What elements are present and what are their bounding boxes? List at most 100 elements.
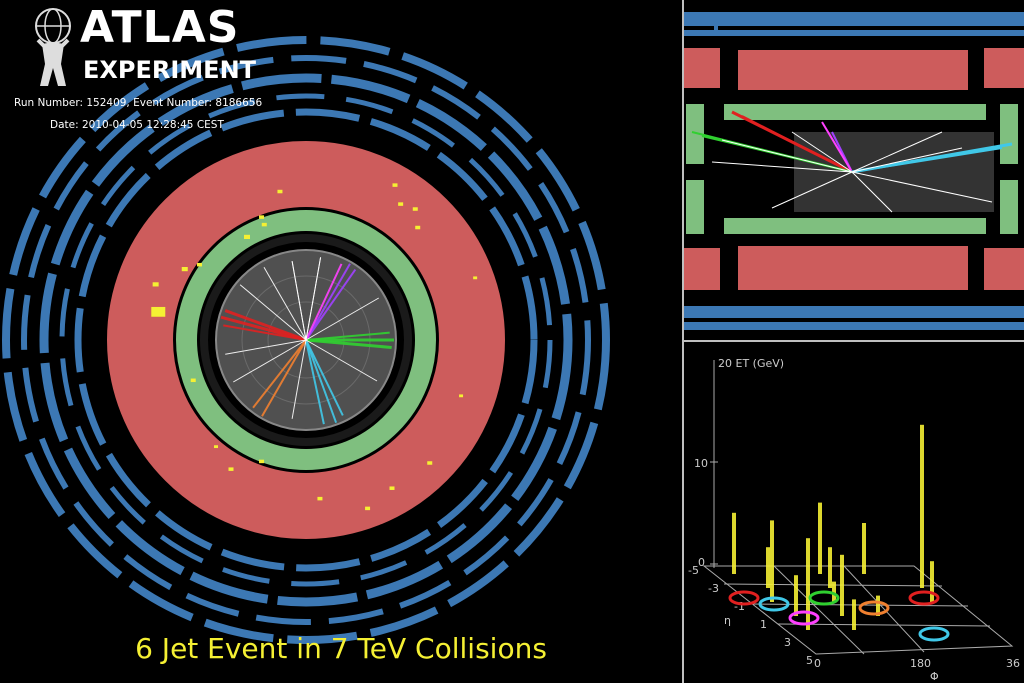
energy-deposit	[152, 282, 159, 287]
side-track-line	[711, 161, 853, 173]
run-event-number: Run Number: 152409, Event Number: 818665…	[14, 97, 263, 109]
lego-tower	[852, 599, 856, 630]
track-line	[225, 339, 307, 355]
logo-title: ATLAS	[80, 2, 240, 53]
side-track-line	[791, 131, 853, 173]
energy-deposit	[190, 378, 196, 383]
eta-tick-m5: -5	[688, 564, 699, 577]
energy-deposit	[277, 189, 283, 194]
atlas-logo: ATLAS EXPERIMENT	[28, 2, 268, 92]
eta-tick-3: 3	[784, 636, 791, 649]
lego-tower	[732, 512, 736, 574]
energy-deposit	[244, 234, 250, 240]
energy-deposit	[389, 486, 395, 490]
detector-end-view	[2, 36, 610, 644]
energy-deposit	[412, 207, 418, 211]
eta-tick-m1: -1	[734, 600, 745, 613]
energy-deposit	[259, 215, 265, 219]
track-line	[224, 309, 307, 342]
lego-tower	[920, 424, 924, 588]
jet-ring	[908, 590, 940, 606]
track-line	[239, 284, 307, 341]
side-track-line	[851, 147, 1003, 173]
side-track-line	[741, 115, 853, 173]
energy-deposit	[181, 267, 188, 272]
side-em-calorimeter	[686, 104, 1018, 234]
side-view-panel	[684, 0, 1024, 340]
lego-tower	[770, 520, 774, 602]
side-inner-detector	[794, 132, 994, 212]
energy-deposit	[459, 394, 464, 398]
track-line	[252, 339, 307, 409]
side-hadronic-calorimeter	[684, 48, 1024, 290]
side-track-line	[851, 147, 963, 173]
jet-rings	[728, 590, 950, 642]
particle-tracks	[220, 257, 394, 425]
lego-tower	[832, 581, 836, 602]
jet-ring	[808, 590, 840, 606]
detector-side-view	[684, 12, 1024, 330]
z-tick-0: 0	[698, 556, 705, 569]
track-line	[305, 338, 392, 349]
track-line	[305, 339, 378, 382]
lego-tower	[862, 523, 866, 574]
track-line	[305, 331, 390, 341]
side-track-line	[851, 171, 993, 203]
energy-deposits	[151, 183, 478, 511]
eta-tick-1: 1	[760, 618, 767, 631]
track-line	[305, 263, 343, 341]
track-line	[305, 339, 344, 416]
energy-deposit	[259, 459, 265, 464]
side-track-line	[851, 171, 893, 213]
jet-ring	[858, 600, 890, 616]
track-line	[233, 339, 307, 383]
z-axis-label: 20 ET (GeV)	[718, 357, 784, 370]
jet-ring	[728, 590, 760, 606]
muon-spectrometer	[2, 36, 610, 644]
panel-divider-vertical	[682, 0, 684, 683]
energy-deposit	[392, 183, 398, 187]
end-view-panel: ATLAS EXPERIMENT Run Number: 152409, Eve…	[2, 2, 610, 665]
side-track-line	[721, 139, 853, 173]
track-line	[305, 339, 338, 424]
track-line	[223, 324, 307, 341]
energy-deposit	[228, 467, 234, 471]
side-track-line	[821, 121, 853, 173]
lego-plot: 20 ET (GeV) 10 0 -5 -3 -1 1 3 5 η 0 180 …	[688, 357, 1020, 683]
z-tick-10: 10	[694, 457, 708, 470]
hadronic-calorimeter	[107, 141, 505, 539]
lego-axes	[710, 360, 718, 568]
track-line	[291, 261, 307, 341]
side-tracks	[691, 110, 1013, 213]
energy-deposit	[415, 225, 421, 230]
lego-towers	[732, 424, 934, 630]
phi-axis-label: Φ	[930, 670, 939, 683]
energy-deposit	[427, 461, 433, 465]
event-date: Date: 2010-04-05 12:28:45 CEST	[50, 119, 224, 131]
lego-tower	[794, 575, 798, 616]
lego-tower	[930, 561, 934, 602]
side-track-line	[851, 131, 943, 173]
eta-axis-label: η	[724, 614, 731, 627]
track-line	[305, 297, 379, 341]
lego-grid	[702, 565, 1014, 655]
caption: 6 Jet Event in 7 TeV Collisions	[135, 632, 547, 665]
lego-tower	[876, 595, 880, 616]
track-line	[305, 263, 351, 341]
eta-tick-5: 5	[806, 654, 813, 667]
lego-plot-panel: 20 ET (GeV) 10 0 -5 -3 -1 1 3 5 η 0 180 …	[684, 342, 1024, 683]
energy-deposit	[151, 306, 166, 317]
jet-ring	[788, 610, 820, 626]
lego-tower	[818, 502, 822, 574]
track-line	[305, 268, 357, 341]
phi-tick-0: 0	[814, 657, 821, 670]
energy-deposit	[261, 222, 267, 227]
track-line	[261, 339, 307, 417]
atlas-figure-icon	[35, 8, 71, 86]
logo-subtitle: EXPERIMENT	[83, 56, 257, 84]
energy-deposit	[197, 262, 203, 267]
jet-ring	[758, 596, 790, 612]
lego-tower	[766, 547, 770, 588]
track-line	[305, 257, 322, 341]
lego-tower	[806, 538, 810, 630]
